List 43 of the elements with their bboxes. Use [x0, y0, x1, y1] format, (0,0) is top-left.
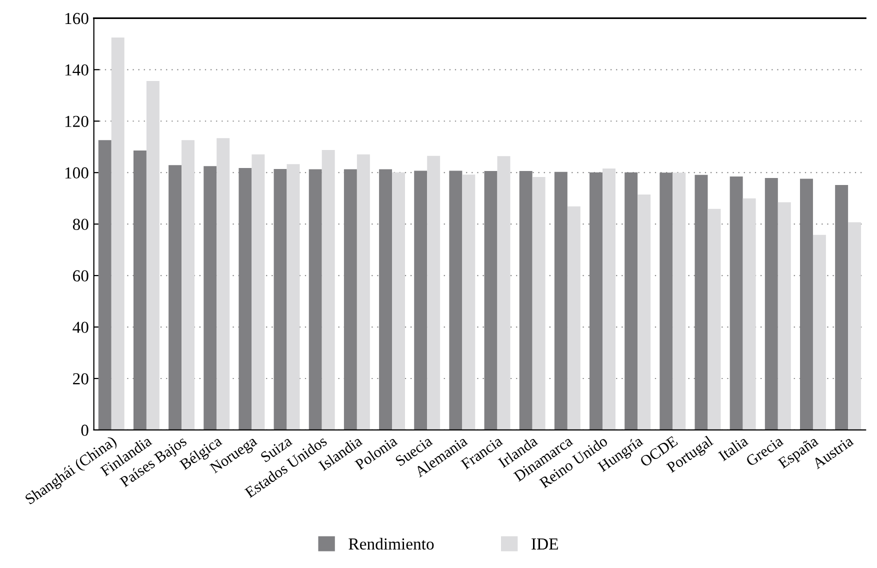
- y-tick-label: 0: [81, 424, 88, 436]
- bar: [182, 140, 195, 430]
- bar: [554, 172, 568, 430]
- y-tick-label: 20: [73, 373, 88, 384]
- y-tick-label: 60: [73, 270, 88, 282]
- bar: [286, 164, 300, 430]
- bar: [812, 234, 826, 430]
- bar: [392, 172, 405, 430]
- y-tick-label: 140: [65, 64, 88, 76]
- bar: [778, 202, 791, 430]
- bar: [146, 80, 160, 430]
- y-tick-label: 160: [65, 12, 88, 24]
- y-tick-label: 100: [65, 167, 88, 179]
- bar: [427, 156, 440, 430]
- bar: [708, 208, 721, 430]
- bar: [449, 170, 462, 430]
- bar: [497, 156, 510, 430]
- bar: [216, 138, 230, 430]
- bar: [98, 140, 112, 430]
- bar: [238, 168, 252, 430]
- bar: [638, 194, 651, 430]
- y-tick-label: 80: [72, 218, 88, 230]
- x-tick-label: Italia: [718, 434, 749, 462]
- bar: [462, 174, 476, 430]
- bar: [567, 206, 580, 430]
- bar: [414, 170, 428, 430]
- bar: [764, 178, 778, 430]
- bar: [322, 150, 335, 430]
- bar: [111, 37, 124, 430]
- bar: [602, 168, 616, 430]
- bar: [204, 166, 217, 430]
- bar: [532, 176, 546, 430]
- bar: [308, 169, 322, 430]
- y-tick-label: 40: [72, 322, 88, 333]
- bar: [356, 154, 370, 430]
- bar: [252, 154, 265, 430]
- bar: [742, 198, 756, 430]
- bar: [344, 169, 357, 430]
- legend-label: IDE: [532, 538, 558, 550]
- y-tick-label: 120: [65, 116, 88, 128]
- legend-label: Rendimiento: [348, 538, 434, 550]
- bar: [672, 172, 686, 430]
- bar: [848, 222, 862, 430]
